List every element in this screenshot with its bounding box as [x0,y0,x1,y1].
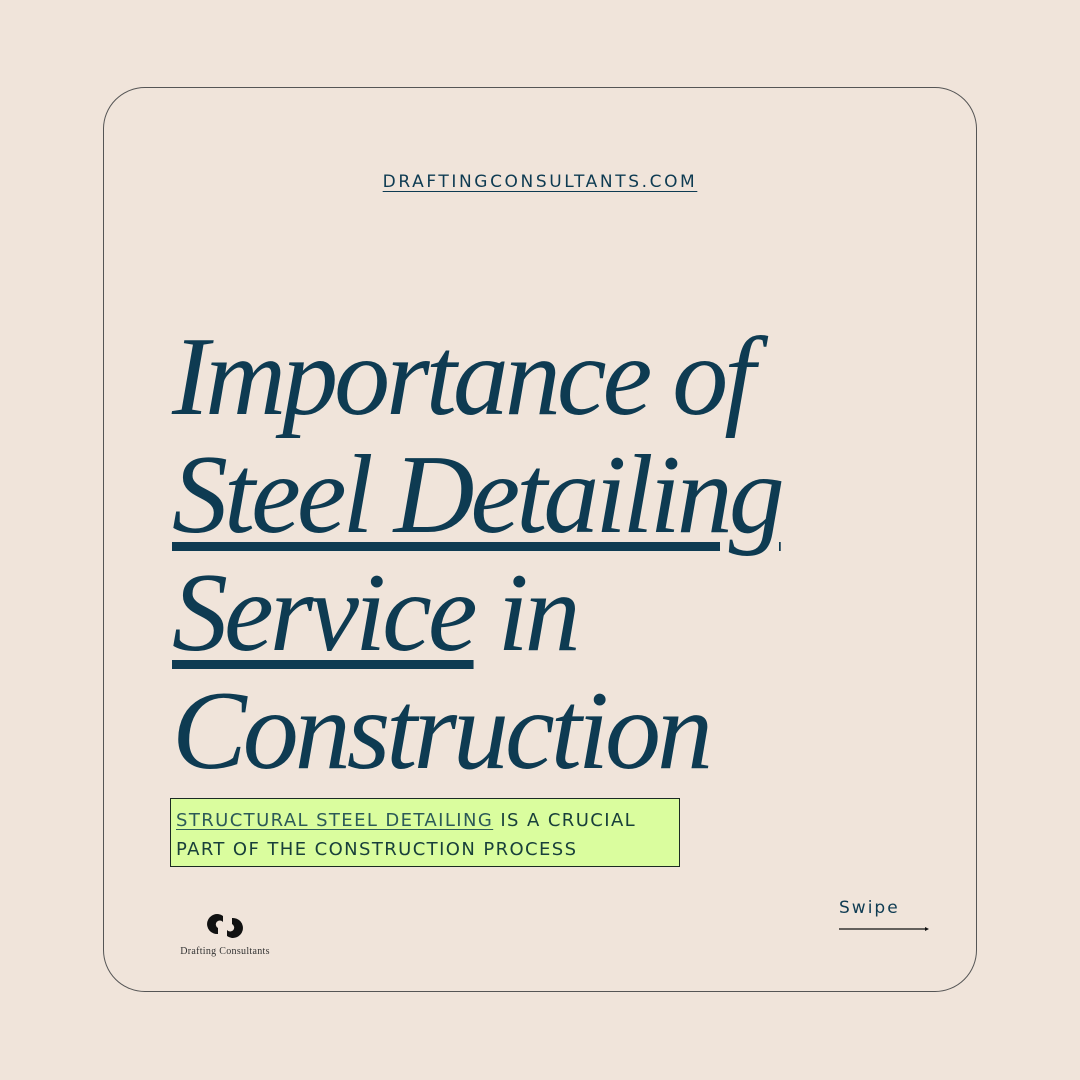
page-title: Importance of Steel Detailing Service in… [172,315,785,793]
website-link[interactable]: DRAFTINGCONSULTANTS.COM [382,172,698,192]
title-line-3-rest: in [473,551,581,675]
callout-box: STRUCTURAL STEEL DETAILING IS A CRUCIAL … [170,798,680,867]
title-line-4: Construction [172,669,713,793]
brand-logo: Drafting Consultants [170,912,280,957]
arrow-right-icon[interactable] [839,925,929,933]
title-line-1: Importance of [172,315,755,439]
callout-text: IS A CRUCIAL PART OF THE CONSTRUCTION PR… [176,810,637,860]
logo-text: Drafting Consultants [180,946,270,957]
title-line-2: Steel Detailing [172,433,785,557]
callout-highlight: STRUCTURAL STEEL DETAILING [176,810,494,831]
drafting-consultants-logo-icon [207,914,243,938]
swipe-label[interactable]: Swipe [839,898,900,918]
title-line-3-underlined: Service [172,551,478,675]
content-card [103,87,977,992]
